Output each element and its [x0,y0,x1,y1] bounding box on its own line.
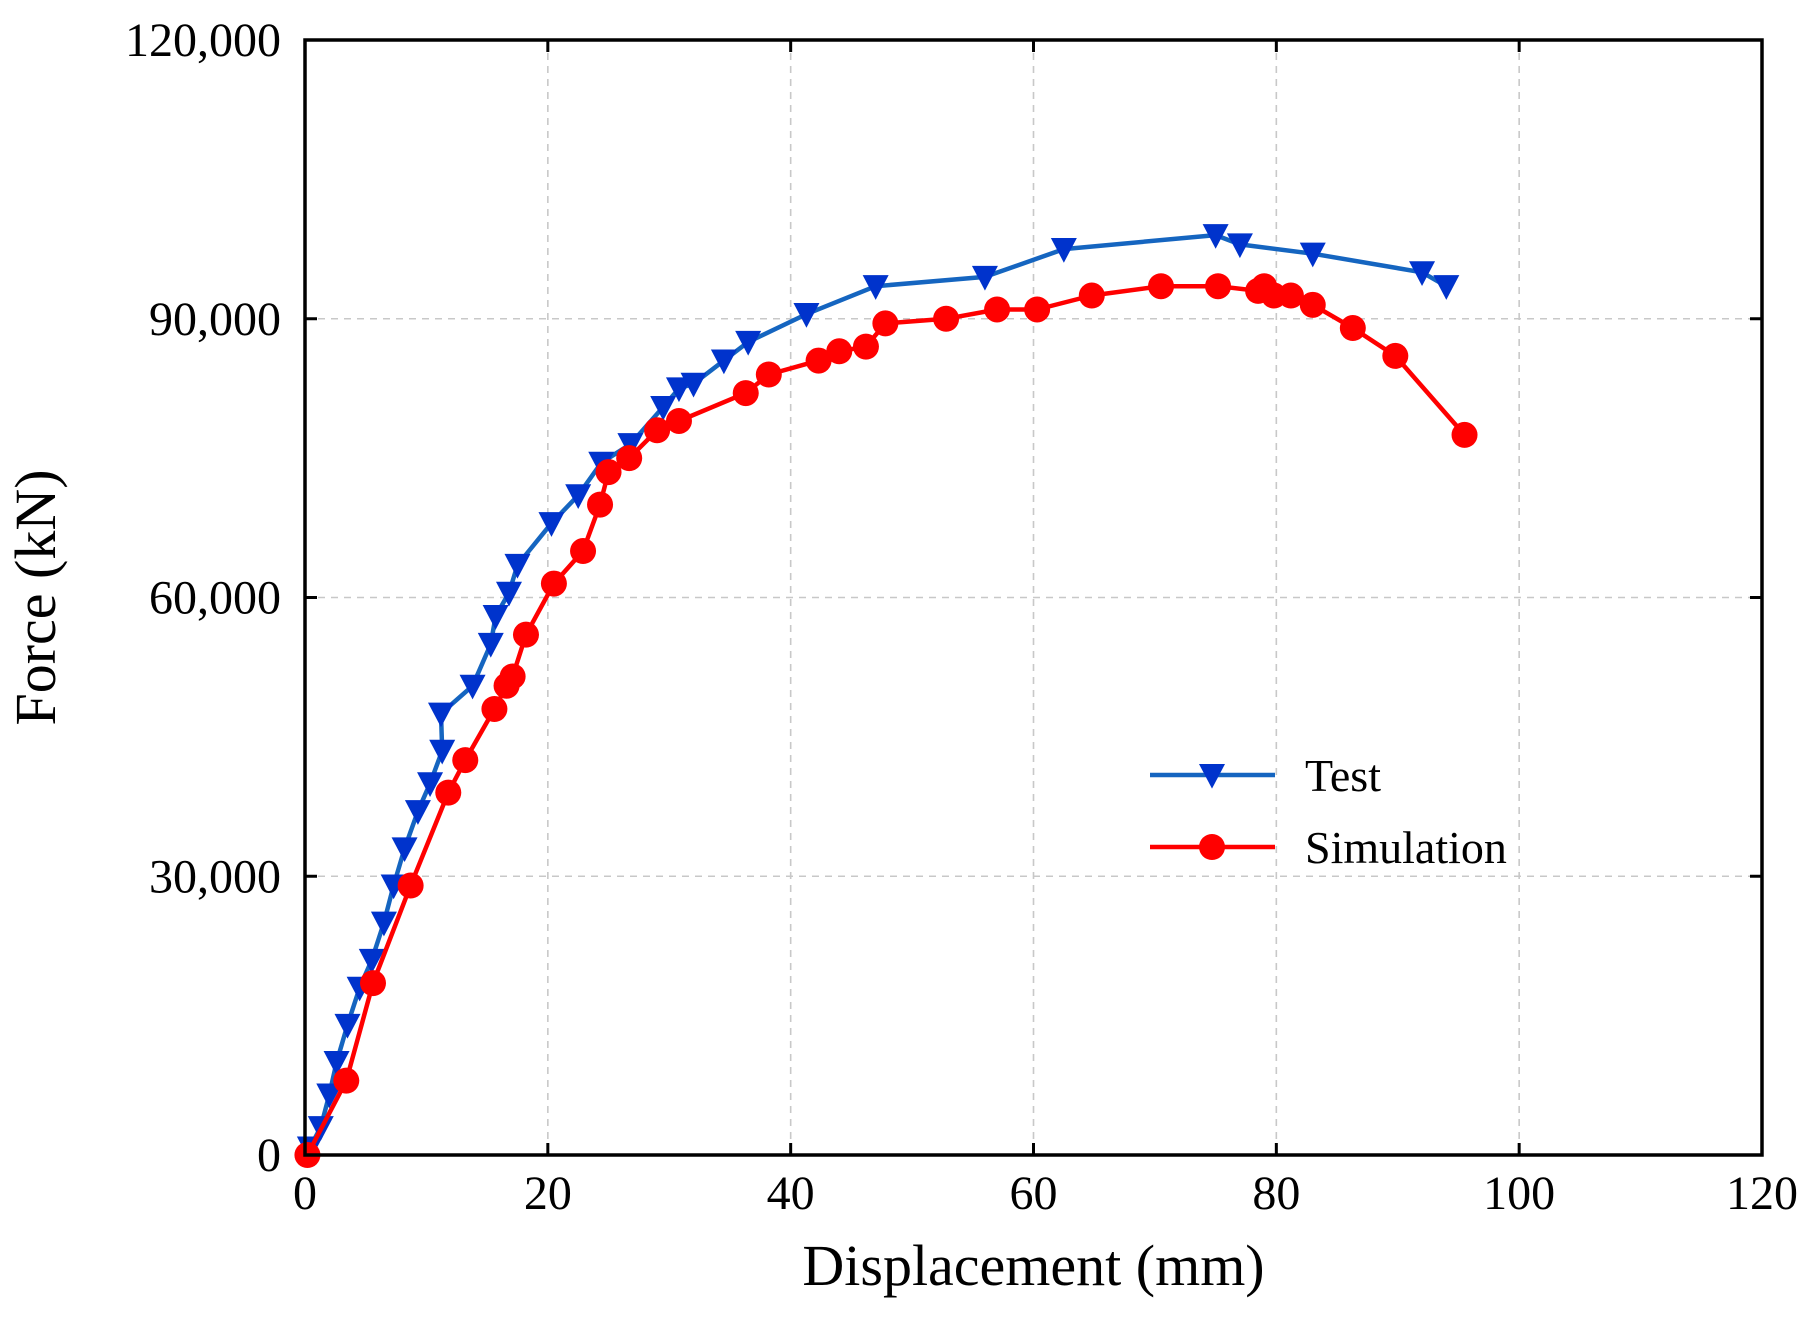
data-point-simulation [1205,273,1232,300]
data-point-simulation [1382,342,1409,369]
data-point-simulation [333,1067,360,1094]
data-point-test [504,553,531,579]
data-point-simulation [435,779,462,806]
data-point-test [565,484,592,509]
data-point-simulation [595,459,622,486]
data-point-test [1409,261,1436,286]
data-point-test [358,948,385,974]
data-point-simulation [481,696,508,722]
data-point-simulation [512,621,539,648]
data-point-simulation [616,445,643,472]
data-point-simulation [732,380,759,407]
legend-item-test: Test [1150,750,1381,801]
data-point-simulation [872,310,899,337]
data-point-simulation [452,747,479,774]
x-tick-label: 20 [524,1167,572,1220]
y-tick-label: 30,000 [149,850,281,903]
x-tick-label: 40 [767,1167,815,1220]
data-point-test [323,1051,350,1076]
data-point-simulation [984,296,1011,323]
data-point-simulation [1299,291,1326,318]
data-point-test [1202,224,1229,249]
data-point-simulation [1078,282,1105,309]
legend-item-simulation: Simulation [1150,822,1507,873]
series-line-simulation [305,283,1467,1157]
data-point-simulation [933,305,960,332]
axis-ticks: 0 20 40 60 80 100 120 0 30,000 60,000 90,000 120,00… [125,14,1798,1220]
x-tick-label: 0 [293,1167,317,1220]
data-point-simulation [587,491,614,518]
data-point-simulation [665,407,692,434]
data-point-test [650,395,677,421]
data-point-test [680,372,707,398]
data-point-test [495,581,522,607]
data-point-test [427,702,454,728]
x-tick-label: 60 [1010,1167,1058,1220]
legend-label-test: Test [1305,750,1381,801]
data-point-test [316,1083,343,1109]
data-point-test [404,800,431,825]
series-test [296,224,1460,1162]
legend: Test Simulation [1150,750,1507,873]
data-point-simulation [644,417,671,444]
data-point-simulation [1277,282,1304,309]
data-point-test [971,265,998,291]
data-point-simulation [1339,315,1366,342]
data-point-test [1226,233,1253,259]
data-point-test [482,605,509,630]
data-point-simulation [805,347,832,374]
y-tick-label: 60,000 [149,572,281,625]
data-point-test [710,349,737,375]
y-tick-label: 0 [257,1129,281,1182]
data-point-test [538,512,565,537]
data-point-test [477,632,504,658]
x-tick-label: 100 [1483,1167,1555,1220]
data-point-simulation [570,538,597,565]
data-point-test [459,674,486,700]
x-axis-title: Displacement (mm) [802,1233,1264,1298]
data-point-simulation [852,333,879,360]
series-simulation [294,273,1478,1168]
data-point-simulation [1147,273,1174,300]
data-point-test [665,377,692,403]
data-point-test [862,275,889,300]
y-tick-label: 120,000 [125,14,281,67]
data-point-simulation [359,970,386,997]
data-point-test [429,739,456,765]
data-point-simulation [499,663,526,690]
data-point-simulation [397,872,424,899]
x-tick-label: 120 [1726,1167,1798,1220]
data-point-test [735,330,762,356]
data-point-test [1433,275,1460,300]
data-point-test [1299,242,1326,268]
legend-marker-test [1199,763,1225,789]
data-point-test [417,772,444,797]
data-point-simulation [1451,421,1478,448]
y-tick-label: 90,000 [149,293,281,346]
data-point-simulation [755,361,782,388]
legend-marker-simulation [1199,834,1225,860]
legend-label-simulation: Simulation [1305,822,1507,873]
plot-series [294,224,1478,1168]
data-point-test [334,1013,361,1039]
data-point-test [391,837,418,863]
data-point-test [1050,238,1077,263]
data-point-test [370,911,397,937]
data-point-test [793,303,820,328]
y-axis-title: Force (kN) [3,469,68,725]
x-tick-label: 80 [1252,1167,1300,1220]
data-point-simulation [540,570,567,597]
grid-lines [305,40,1762,1155]
data-point-simulation [826,338,853,365]
data-point-simulation [1024,296,1051,323]
